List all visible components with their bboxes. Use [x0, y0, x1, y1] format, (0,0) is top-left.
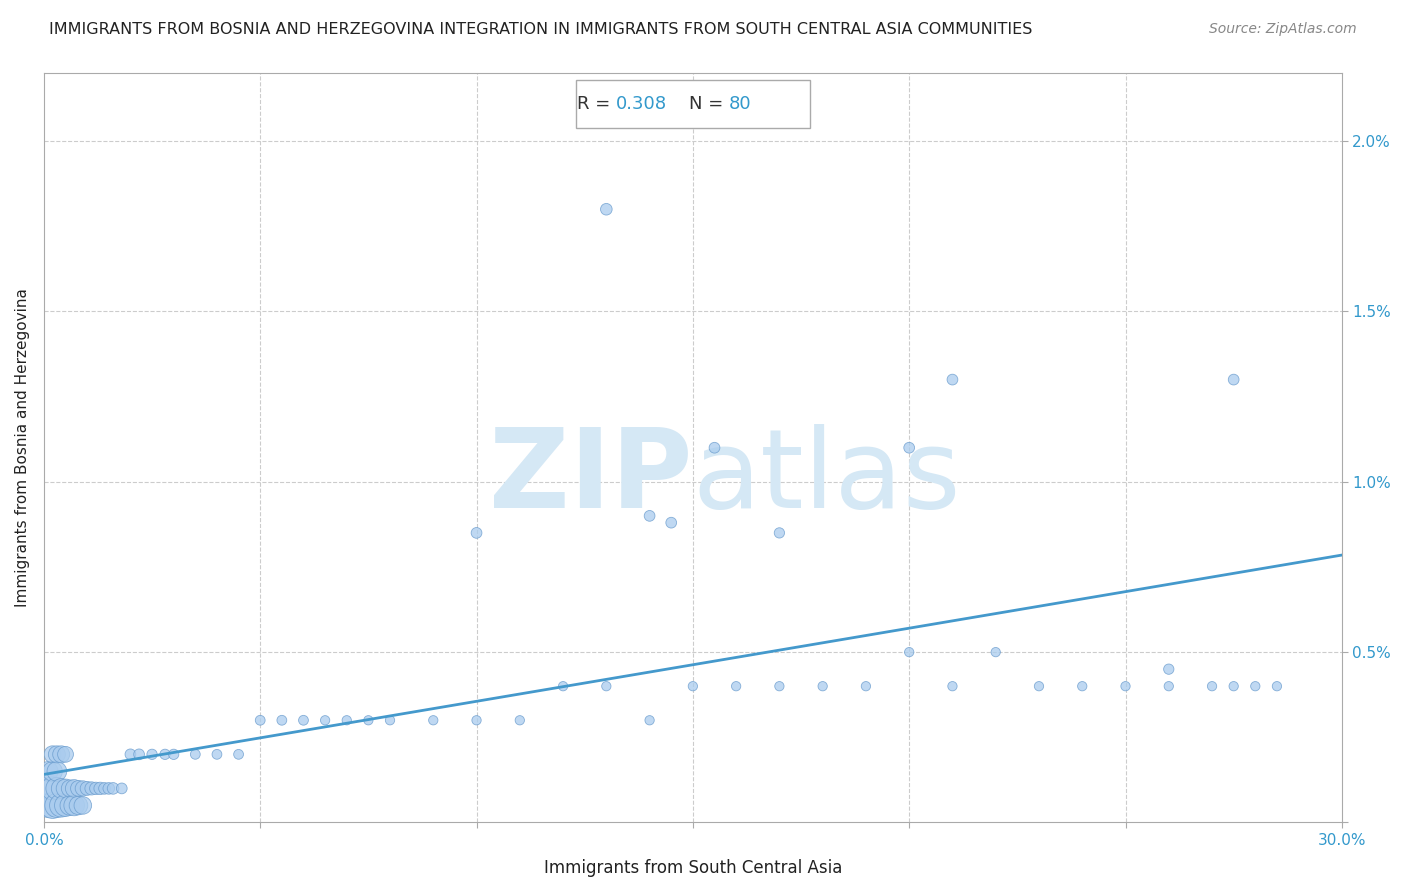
Point — [659, 516, 682, 530]
Point — [37, 798, 59, 813]
Point — [898, 441, 921, 455]
Point — [768, 525, 790, 540]
Point — [249, 713, 271, 727]
Point — [855, 679, 877, 693]
Point — [41, 747, 63, 762]
Point — [55, 747, 77, 762]
Point — [37, 781, 59, 796]
Point — [55, 781, 77, 796]
Point — [59, 781, 82, 796]
Point — [1222, 679, 1244, 693]
Point — [97, 781, 120, 796]
Point — [292, 713, 315, 727]
Point — [595, 679, 617, 693]
X-axis label: Immigrants from South Central Asia: Immigrants from South Central Asia — [544, 859, 842, 877]
Point — [101, 781, 124, 796]
Point — [682, 679, 704, 693]
Point — [638, 713, 661, 727]
Point — [93, 781, 115, 796]
Text: 80: 80 — [728, 95, 751, 113]
Point — [205, 747, 228, 762]
Point — [984, 645, 1007, 659]
Point — [51, 747, 73, 762]
Text: R =: R = — [578, 95, 616, 113]
Point — [725, 679, 748, 693]
Point — [45, 781, 67, 796]
Point — [111, 781, 134, 796]
Point — [37, 764, 59, 779]
Y-axis label: Immigrants from Bosnia and Herzegovina: Immigrants from Bosnia and Herzegovina — [15, 288, 30, 607]
Point — [898, 645, 921, 659]
Point — [941, 679, 963, 693]
Point — [63, 798, 86, 813]
Point — [465, 713, 488, 727]
Point — [45, 798, 67, 813]
Point — [41, 764, 63, 779]
Point — [72, 781, 94, 796]
Point — [1244, 679, 1267, 693]
Text: ZIP: ZIP — [489, 425, 693, 532]
Text: atlas: atlas — [693, 425, 962, 532]
Point — [120, 747, 142, 762]
Point — [1028, 679, 1050, 693]
Point — [41, 781, 63, 796]
Point — [228, 747, 250, 762]
Point — [1222, 373, 1244, 387]
Point — [551, 679, 574, 693]
Point — [41, 798, 63, 813]
Point — [45, 764, 67, 779]
Point — [703, 441, 725, 455]
Point — [55, 798, 77, 813]
Point — [1071, 679, 1094, 693]
Point — [357, 713, 380, 727]
Point — [378, 713, 401, 727]
Point — [1265, 679, 1288, 693]
Point — [184, 747, 207, 762]
Point — [941, 373, 963, 387]
Point — [1157, 679, 1180, 693]
Point — [153, 747, 176, 762]
Point — [1201, 679, 1223, 693]
Point — [76, 781, 98, 796]
Point — [67, 798, 90, 813]
Point — [67, 781, 90, 796]
Point — [1157, 662, 1180, 676]
Text: 0.308: 0.308 — [616, 95, 668, 113]
Point — [59, 798, 82, 813]
Point — [128, 747, 150, 762]
Point — [638, 508, 661, 523]
Point — [63, 781, 86, 796]
Point — [270, 713, 292, 727]
Text: N =: N = — [689, 95, 728, 113]
Point — [768, 679, 790, 693]
Point — [336, 713, 359, 727]
FancyBboxPatch shape — [575, 80, 810, 128]
Text: IMMIGRANTS FROM BOSNIA AND HERZEGOVINA INTEGRATION IN IMMIGRANTS FROM SOUTH CENT: IMMIGRANTS FROM BOSNIA AND HERZEGOVINA I… — [49, 22, 1032, 37]
Point — [84, 781, 107, 796]
Point — [1115, 679, 1137, 693]
Point — [80, 781, 103, 796]
Point — [51, 798, 73, 813]
Point — [595, 202, 617, 217]
Point — [89, 781, 111, 796]
Point — [465, 525, 488, 540]
Point — [51, 781, 73, 796]
Point — [314, 713, 336, 727]
Point — [811, 679, 834, 693]
Point — [422, 713, 444, 727]
Point — [163, 747, 186, 762]
Point — [509, 713, 531, 727]
Text: Source: ZipAtlas.com: Source: ZipAtlas.com — [1209, 22, 1357, 37]
Point — [72, 798, 94, 813]
Point — [141, 747, 163, 762]
Point — [45, 747, 67, 762]
